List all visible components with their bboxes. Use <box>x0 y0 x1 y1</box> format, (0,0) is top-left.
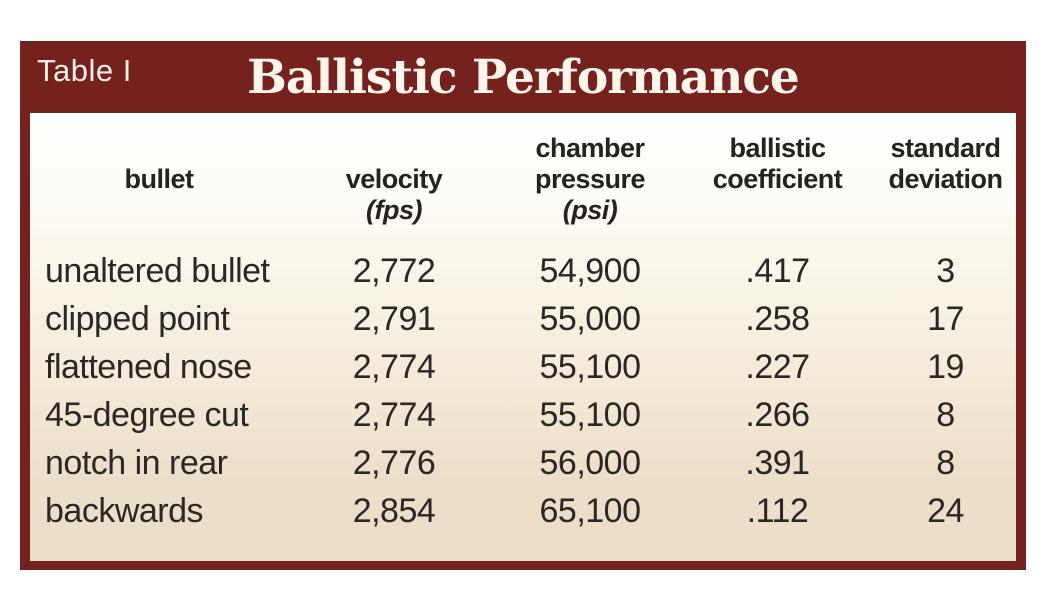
cell-ballistic-coefficient: .391 <box>745 444 810 482</box>
cell-velocity: 2,791 <box>352 300 436 338</box>
column-header-row: bullet velocity (fps) chamber pressure (… <box>30 133 1016 226</box>
table-row: unaltered bullet 2,772 54,900 .417 3 <box>30 247 1016 295</box>
cell-chamber-pressure: 56,000 <box>539 444 642 482</box>
table-row: clipped point 2,791 55,000 .258 17 <box>30 295 1016 343</box>
cell-bullet: clipped point <box>45 300 230 338</box>
cell-standard-deviation: 8 <box>936 396 955 434</box>
table-row: 45-degree cut 2,774 55,100 .266 8 <box>30 391 1016 439</box>
header-unit: (psi) <box>562 195 618 225</box>
cell-bullet: backwards <box>45 492 204 530</box>
header-unit: (fps) <box>366 195 422 225</box>
cell-chamber-pressure: 65,100 <box>539 492 642 530</box>
table-row: backwards 2,854 65,100 .112 24 <box>30 487 1016 535</box>
cell-ballistic-coefficient: .417 <box>745 252 810 290</box>
cell-velocity: 2,774 <box>352 348 436 386</box>
cell-chamber-pressure: 55,000 <box>539 300 642 338</box>
cell-standard-deviation: 24 <box>927 492 964 530</box>
cell-velocity: 2,774 <box>352 396 436 434</box>
cell-standard-deviation: 3 <box>936 252 955 290</box>
column-header-velocity: velocity (fps) <box>288 133 500 226</box>
header-line: pressure <box>534 164 646 194</box>
header-line: standard <box>890 133 1001 163</box>
cell-chamber-pressure: 55,100 <box>539 396 642 434</box>
ballistic-table-card: Table I Ballistic Performance bullet vel… <box>20 41 1026 570</box>
table-rows: unaltered bullet 2,772 54,900 .417 3 cli… <box>30 247 1016 535</box>
table-number-label: Table I <box>37 53 132 88</box>
cell-ballistic-coefficient: .227 <box>745 348 810 386</box>
header-line: chamber <box>535 133 645 163</box>
cell-standard-deviation: 17 <box>927 300 964 338</box>
table-row: notch in rear 2,776 56,000 .391 8 <box>30 439 1016 487</box>
cell-velocity: 2,776 <box>352 444 436 482</box>
header-line <box>30 133 288 164</box>
cell-bullet: flattened nose <box>45 348 252 386</box>
cell-standard-deviation: 19 <box>927 348 964 386</box>
cell-bullet: notch in rear <box>45 444 228 482</box>
header-unit <box>680 195 875 226</box>
cell-chamber-pressure: 55,100 <box>539 348 642 386</box>
table-header-bar: Table I Ballistic Performance <box>20 41 1026 113</box>
table-title: Ballistic Performance <box>247 50 800 105</box>
cell-ballistic-coefficient: .112 <box>746 492 809 530</box>
table-body: bullet velocity (fps) chamber pressure (… <box>30 113 1016 561</box>
cell-bullet: unaltered bullet <box>45 252 270 290</box>
cell-velocity: 2,854 <box>352 492 436 530</box>
cell-ballistic-coefficient: .266 <box>745 396 810 434</box>
header-line: velocity <box>345 164 443 194</box>
cell-velocity: 2,772 <box>352 252 436 290</box>
cell-standard-deviation: 8 <box>936 444 955 482</box>
header-line: bullet <box>124 164 195 194</box>
cell-chamber-pressure: 54,900 <box>539 252 642 290</box>
header-line <box>288 133 500 164</box>
column-header-chamber-pressure: chamber pressure (psi) <box>500 133 680 226</box>
header-unit <box>30 195 288 226</box>
cell-ballistic-coefficient: .258 <box>745 300 810 338</box>
column-header-ballistic-coefficient: ballistic coefficient <box>680 133 875 226</box>
header-line: coefficient <box>712 164 843 194</box>
header-unit <box>875 195 1016 226</box>
header-line: deviation <box>888 164 1003 194</box>
cell-bullet: 45-degree cut <box>45 396 249 434</box>
column-header-bullet: bullet <box>30 133 288 226</box>
table-row: flattened nose 2,774 55,100 .227 19 <box>30 343 1016 391</box>
header-line: ballistic <box>729 133 826 163</box>
column-header-standard-deviation: standard deviation <box>875 133 1016 226</box>
